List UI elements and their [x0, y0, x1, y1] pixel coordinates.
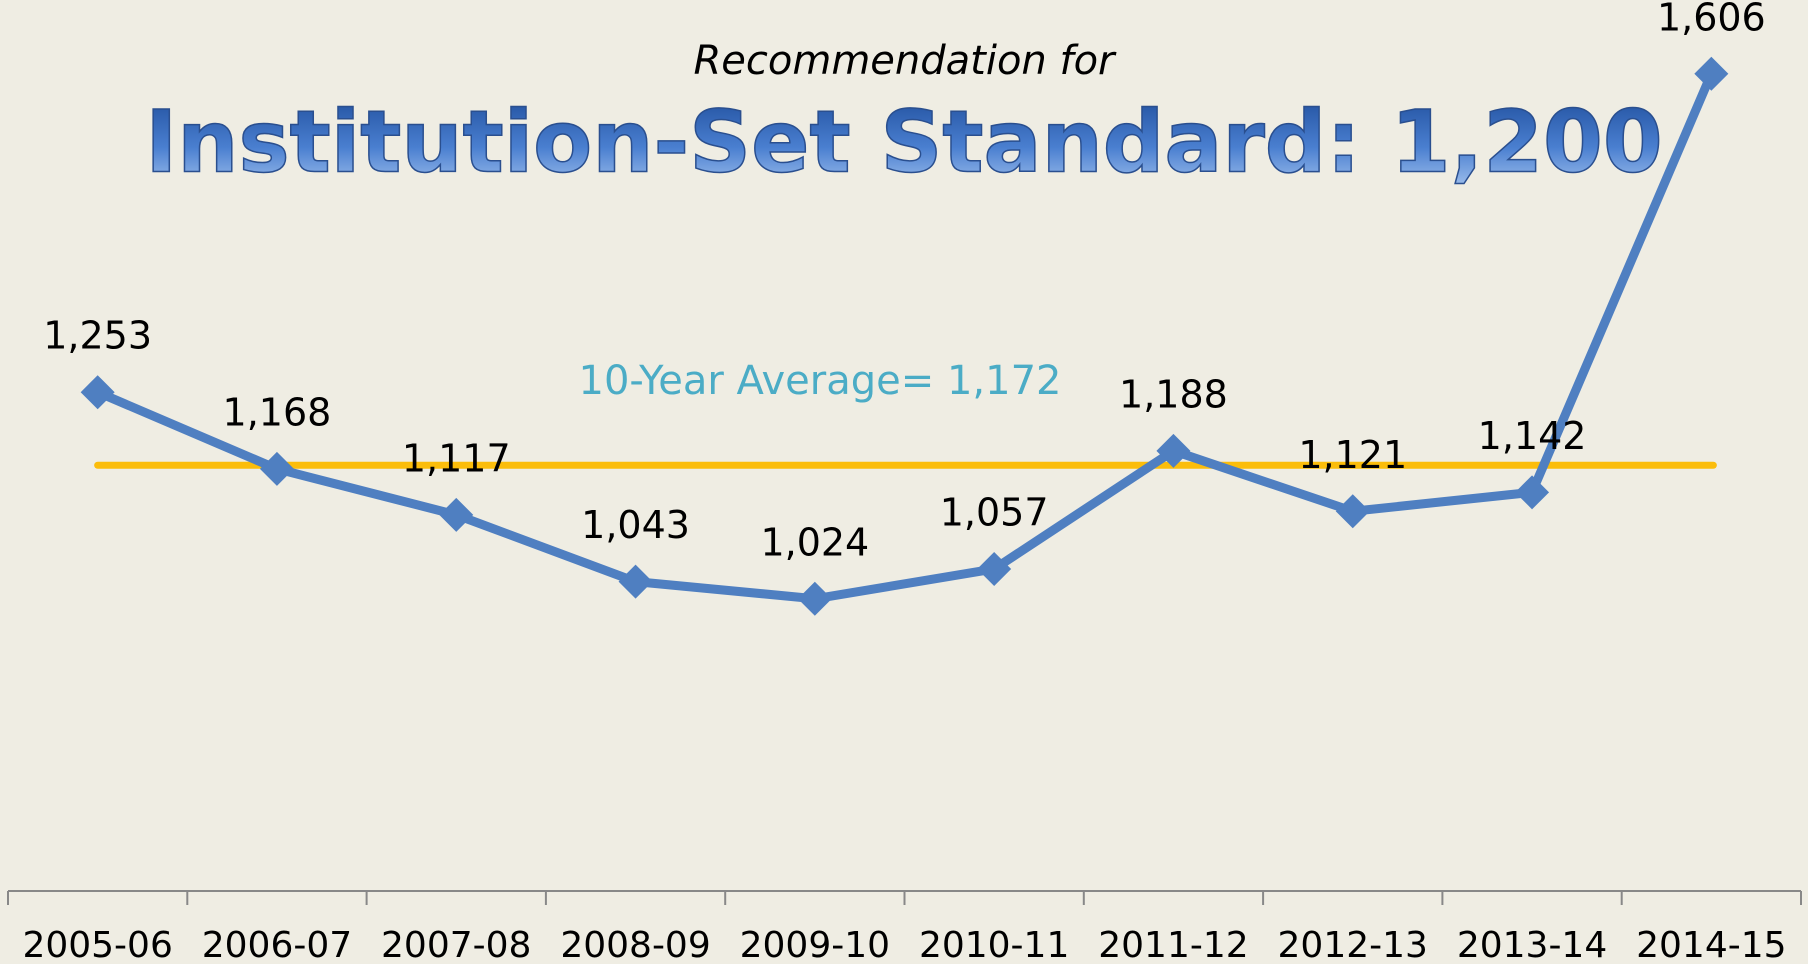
data-marker: [797, 581, 832, 616]
x-tick-label: 2012-13: [1278, 925, 1428, 964]
chart-subtitle: Recommendation for: [694, 38, 1118, 84]
x-tick-label: 2005-06: [22, 925, 172, 964]
chart-title: Institution-Set Standard: 1,200: [145, 92, 1662, 192]
data-marker: [1156, 433, 1191, 468]
data-label: 1,043: [581, 503, 690, 547]
average-label: 10-Year Average= 1,172: [579, 358, 1062, 404]
x-tick-label: 2008-09: [560, 925, 710, 964]
data-label: 1,142: [1478, 414, 1587, 458]
data-marker: [1515, 475, 1550, 510]
data-label: 1,057: [940, 490, 1049, 534]
data-marker: [80, 375, 115, 410]
data-marker: [259, 451, 294, 486]
data-marker: [1335, 494, 1370, 529]
data-marker: [977, 551, 1012, 586]
data-marker: [1694, 56, 1729, 91]
data-label: 1,188: [1119, 372, 1228, 416]
x-tick-label: 2009-10: [740, 925, 890, 964]
data-marker: [439, 497, 474, 532]
data-label: 1,168: [223, 390, 332, 434]
data-marker: [618, 564, 653, 599]
x-tick-label: 2011-12: [1098, 925, 1248, 964]
x-tick-label: 2014-15: [1636, 925, 1786, 964]
x-tick-label: 2010-11: [919, 925, 1069, 964]
data-line: [95, 72, 1716, 604]
data-label: 1,117: [402, 436, 511, 480]
data-label: 1,253: [43, 314, 152, 358]
x-tick-label: 2013-14: [1457, 925, 1607, 964]
x-tick-label: 2007-08: [381, 925, 531, 964]
data-label: 1,024: [760, 520, 869, 564]
data-label: 1,121: [1298, 433, 1407, 477]
data-label: 1,606: [1657, 0, 1766, 39]
x-tick-label: 2006-07: [202, 925, 352, 964]
